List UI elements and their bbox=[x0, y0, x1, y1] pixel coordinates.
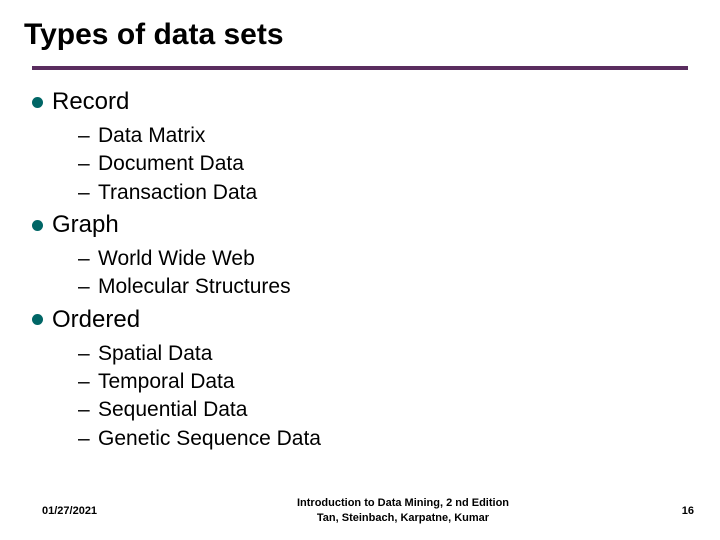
bullet-ordered: Ordered bbox=[32, 306, 696, 334]
subitem: –Genetic Sequence Data bbox=[78, 425, 696, 453]
footer-title-line2: Tan, Steinbach, Karpatne, Kumar bbox=[152, 511, 654, 526]
subitem: –Spatial Data bbox=[78, 340, 696, 368]
footer-page-number: 16 bbox=[654, 505, 694, 517]
bullet-graph: Graph bbox=[32, 211, 696, 239]
bullet-label: Record bbox=[52, 88, 129, 116]
subitem: –Transaction Data bbox=[78, 179, 696, 207]
slide-body: Types of data sets Record –Data Matrix –… bbox=[0, 0, 720, 453]
footer-center: Introduction to Data Mining, 2 nd Editio… bbox=[152, 496, 654, 526]
subitem: –Sequential Data bbox=[78, 396, 696, 424]
bullet-dot-icon bbox=[32, 97, 43, 108]
sublist-ordered: –Spatial Data –Temporal Data –Sequential… bbox=[32, 340, 696, 453]
subitem: –Document Data bbox=[78, 150, 696, 178]
bullet-record: Record bbox=[32, 88, 696, 116]
bullet-dot-icon bbox=[32, 220, 43, 231]
slide-footer: 01/27/2021 Introduction to Data Mining, … bbox=[0, 496, 720, 526]
content-area: Record –Data Matrix –Document Data –Tran… bbox=[24, 88, 696, 453]
subitem: –Data Matrix bbox=[78, 122, 696, 150]
footer-title-line1: Introduction to Data Mining, 2 nd Editio… bbox=[152, 496, 654, 511]
sublist-graph: –World Wide Web –Molecular Structures bbox=[32, 245, 696, 302]
subitem: –Molecular Structures bbox=[78, 273, 696, 301]
bullet-label: Graph bbox=[52, 211, 119, 239]
subitem: –World Wide Web bbox=[78, 245, 696, 273]
sublist-record: –Data Matrix –Document Data –Transaction… bbox=[32, 122, 696, 207]
bullet-label: Ordered bbox=[52, 306, 140, 334]
title-underline bbox=[32, 66, 688, 70]
footer-date: 01/27/2021 bbox=[42, 505, 152, 517]
slide-title: Types of data sets bbox=[24, 18, 696, 52]
bullet-dot-icon bbox=[32, 314, 43, 325]
subitem: –Temporal Data bbox=[78, 368, 696, 396]
